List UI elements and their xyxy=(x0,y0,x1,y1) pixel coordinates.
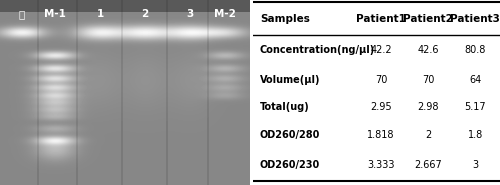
Text: 1: 1 xyxy=(96,9,103,19)
Text: Total(ug): Total(ug) xyxy=(260,102,310,112)
Text: 3.333: 3.333 xyxy=(368,160,395,170)
Text: 80.8: 80.8 xyxy=(464,45,486,55)
Text: M-1: M-1 xyxy=(44,9,66,19)
Text: 5.17: 5.17 xyxy=(464,102,486,112)
Text: 42.2: 42.2 xyxy=(370,45,392,55)
Text: 2.95: 2.95 xyxy=(370,102,392,112)
Text: 2: 2 xyxy=(425,130,432,140)
Text: 70: 70 xyxy=(422,75,434,85)
Text: 2.667: 2.667 xyxy=(414,160,442,170)
Text: Patient3: Patient3 xyxy=(450,14,500,23)
Text: 标: 标 xyxy=(19,9,25,19)
Text: 3: 3 xyxy=(186,9,194,19)
Text: 42.6: 42.6 xyxy=(418,45,439,55)
Text: Concentration(ng/μl): Concentration(ng/μl) xyxy=(260,45,375,55)
Text: 1.818: 1.818 xyxy=(368,130,395,140)
Text: 3: 3 xyxy=(472,160,478,170)
Text: Patient1: Patient1 xyxy=(356,14,406,23)
Text: OD260/230: OD260/230 xyxy=(260,160,320,170)
Text: 70: 70 xyxy=(375,75,388,85)
Text: Volume(μl): Volume(μl) xyxy=(260,75,320,85)
Text: OD260/280: OD260/280 xyxy=(260,130,320,140)
Text: Patient2: Patient2 xyxy=(404,14,453,23)
Text: 2: 2 xyxy=(142,9,148,19)
Text: 2.98: 2.98 xyxy=(418,102,439,112)
Text: 1.8: 1.8 xyxy=(468,130,483,140)
Text: M-2: M-2 xyxy=(214,9,236,19)
Text: Samples: Samples xyxy=(260,14,310,23)
Text: 64: 64 xyxy=(469,75,482,85)
